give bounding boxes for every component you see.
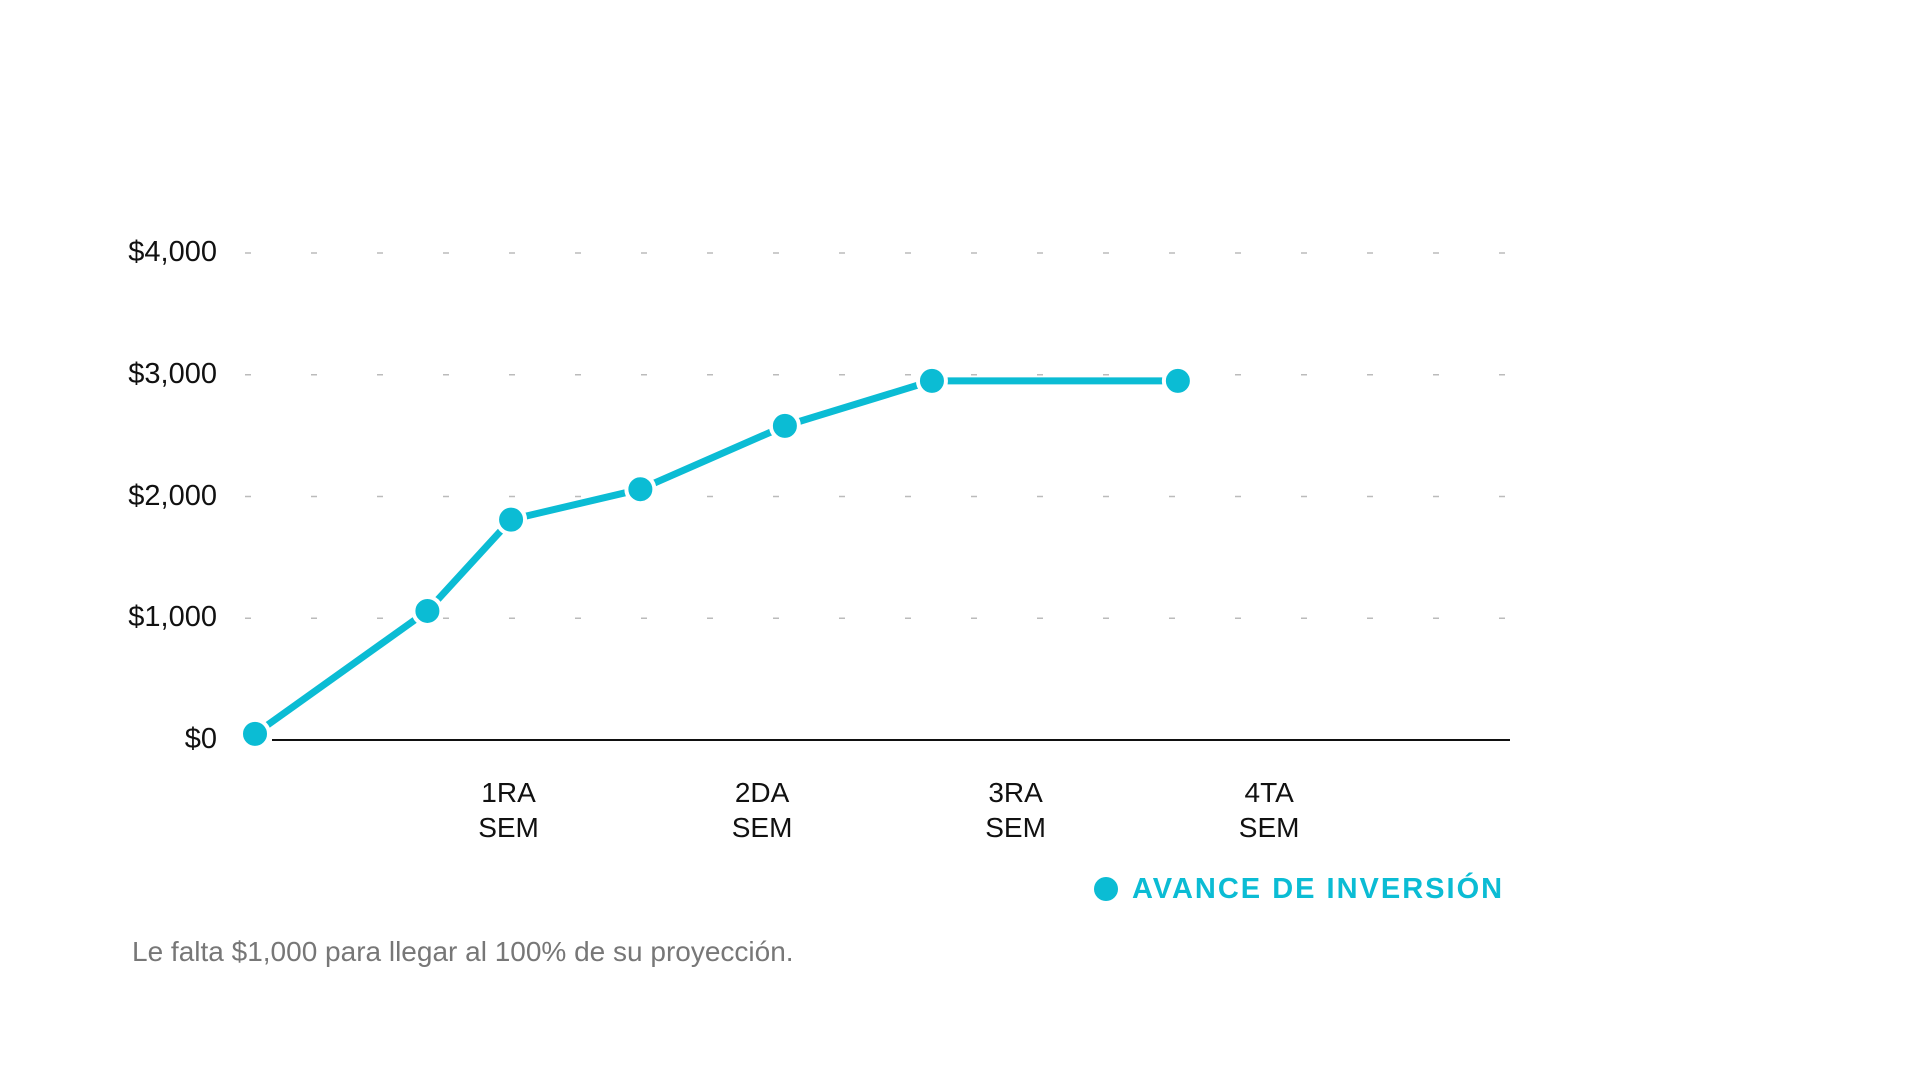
legend-label: AVANCE DE INVERSIÓN [1132,872,1505,905]
legend-marker-icon [1094,877,1118,901]
data-point [624,473,657,506]
x-tick-label: 2DA SEM [731,777,793,843]
data-point [239,717,271,750]
data-point [915,364,948,397]
data-point [1161,364,1194,397]
x-tick-label: 3RA SEM [985,777,1046,843]
y-tick-label: $4,000 [128,236,217,268]
y-tick-label: $2,000 [128,479,217,512]
data-point [768,409,801,442]
data-point [411,594,444,627]
legend: AVANCE DE INVERSIÓN [1094,869,1504,909]
y-tick-label: $0 [184,723,217,755]
series-line [251,377,1182,738]
y-tick-label: $1,000 [128,601,217,634]
x-tick-label: 4TA SEM [1238,777,1300,843]
y-tick-label: $3,000 [128,357,217,390]
x-tick-label: 1RA SEM [478,777,539,843]
footnote: Le falta $1,000 para llegar al 100% de s… [132,936,794,967]
data-point [495,503,528,536]
